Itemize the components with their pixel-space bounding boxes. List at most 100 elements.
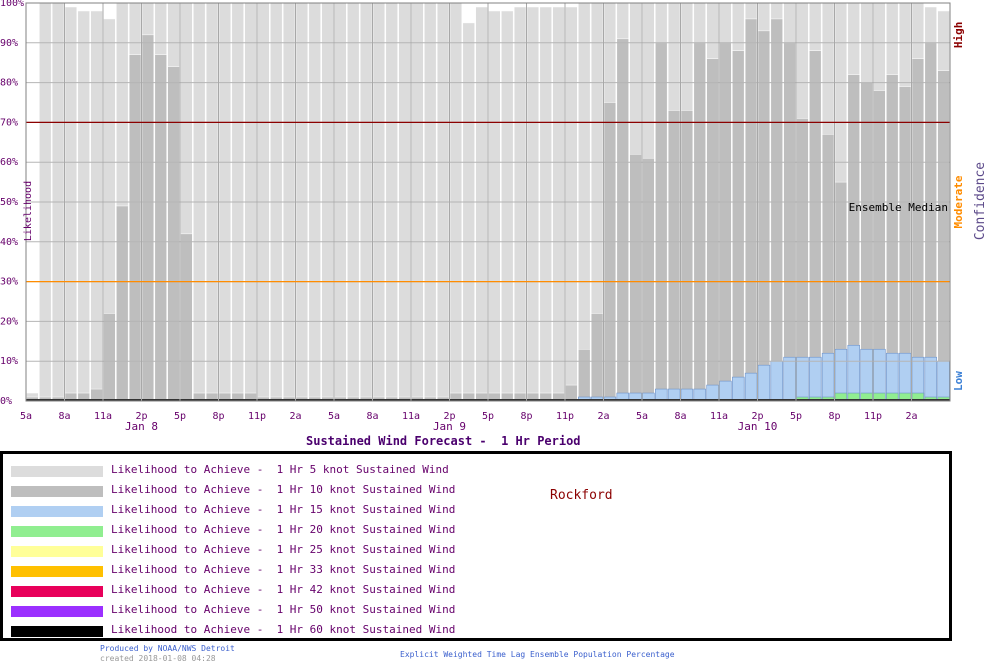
grid-layer	[25, 2, 951, 402]
bar-s0-h34	[462, 22, 475, 402]
x-tick-label: 8a	[58, 411, 70, 422]
x-tick-label: 11p	[556, 411, 574, 422]
y-tick-label: 80%	[0, 78, 18, 89]
legend-label: Likelihood to Achieve - 1 Hr 20 knot Sus…	[111, 523, 456, 536]
bar-s1-h43	[578, 349, 591, 402]
bar-s0-h35	[475, 6, 488, 402]
bar-s1-h8	[128, 54, 142, 402]
bar-s1-h49	[655, 42, 668, 402]
bar-s1-h7	[116, 205, 129, 402]
bar-s0-h4	[77, 10, 90, 402]
bar-s2-h60	[796, 356, 809, 402]
y-tick-label: 0%	[0, 396, 12, 407]
bar-s1-h55	[732, 50, 745, 402]
footer-credits: Produced by NOAA/NWS Detroit created 201…	[100, 644, 235, 664]
bar-s1-h45	[603, 102, 617, 402]
y-tick-label: 10%	[0, 356, 18, 367]
y-tick-label: 70%	[0, 117, 18, 128]
day-label: Jan 9	[433, 420, 466, 433]
axis-layer: 0% 10% 20% 30% 40% 50% 60% 70% 80% 90% 100% Likelih…	[0, 0, 988, 433]
chart-title: Sustained Wind Forecast - 1 Hr Period	[306, 434, 581, 448]
x-tick-label: 5p	[174, 411, 186, 422]
y-tick-label: 40%	[0, 237, 18, 248]
produced-by-link[interactable]: Produced by NOAA/NWS Detroit	[100, 644, 235, 653]
legend-swatch	[11, 466, 103, 477]
bar-s2-h62	[821, 352, 835, 402]
bar-s1-h46	[616, 38, 629, 402]
y-tick-label: 30%	[0, 277, 18, 288]
day-label: Jan 8	[125, 420, 158, 433]
x-tick-label: 11p	[864, 411, 882, 422]
bar-s1-h6	[103, 313, 116, 402]
bar-s0-h41	[552, 6, 565, 402]
y-axis-title: Likelihood	[23, 181, 34, 241]
x-tick-label: 5a	[20, 411, 32, 422]
bar-s1-h10	[154, 54, 167, 402]
bar-s0-h42	[565, 6, 578, 402]
x-tick-label: 2a	[597, 411, 609, 422]
legend: Likelihood to Achieve - 1 Hr 5 knot Sust…	[0, 451, 952, 641]
bar-s0-h37	[501, 10, 514, 402]
ensemble-median-annotation: Ensemble Median	[849, 201, 948, 214]
legend-label: Likelihood to Achieve - 1 Hr 60 knot Sus…	[111, 623, 456, 636]
bar-s1-h11	[167, 66, 180, 402]
x-tick-label: 8p	[828, 411, 840, 422]
legend-swatch	[11, 486, 103, 497]
bar-s1-h61	[809, 50, 822, 402]
bar-s2-h71	[937, 360, 950, 402]
bar-s1-h51	[680, 110, 694, 402]
legend-label: Likelihood to Achieve - 1 Hr 5 knot Sust…	[111, 463, 449, 476]
x-tick-label: 2p	[751, 411, 763, 422]
method-link[interactable]: Explicit Weighted Time Lag Ensemble Popu…	[400, 650, 675, 659]
bar-s2-h54	[719, 380, 732, 402]
bar-s1-h58	[770, 18, 783, 402]
legend-label: Likelihood to Achieve - 1 Hr 42 knot Sus…	[111, 583, 456, 596]
station-name: Rockford	[550, 488, 613, 503]
created-timestamp: created 2018-01-08 04:28	[100, 654, 216, 663]
bar-s1-h12	[180, 233, 193, 402]
x-tick-label: 2a	[289, 411, 301, 422]
day-label: Jan 10	[738, 420, 778, 433]
confidence-label-moderate: Moderate	[952, 175, 965, 228]
legend-swatch	[11, 566, 103, 577]
x-tick-label: 2p	[443, 411, 455, 422]
x-tick-label: 5p	[790, 411, 802, 422]
wind-likelihood-chart: 0% 10% 20% 30% 40% 50% 60% 70% 80% 90% 100% Likelih…	[0, 0, 988, 433]
legend-swatch	[11, 606, 103, 617]
y-tick-label: 90%	[0, 38, 18, 49]
bar-s2-h64	[847, 344, 860, 402]
x-tick-label: 8a	[674, 411, 686, 422]
bar-s0-h5	[90, 10, 103, 402]
confidence-label-high: High	[952, 22, 965, 49]
bar-s2-h55	[732, 376, 745, 402]
bar-s1-h57	[757, 30, 771, 402]
confidence-label-low: Low	[952, 371, 965, 391]
x-tick-label: 5a	[328, 411, 340, 422]
bar-s2-h53	[706, 384, 719, 402]
x-tick-label: 11p	[248, 411, 266, 422]
bar-s0-h38	[513, 6, 527, 402]
legend-label: Likelihood to Achieve - 1 Hr 15 knot Sus…	[111, 503, 456, 516]
y-tick-label: 50%	[0, 197, 18, 208]
bar-s0-h36	[488, 10, 501, 402]
legend-label: Likelihood to Achieve - 1 Hr 33 knot Sus…	[111, 563, 456, 576]
x-tick-label: 11a	[94, 411, 112, 422]
legend-swatch	[11, 526, 103, 537]
bar-s0-h39	[526, 6, 540, 402]
bar-s2-h57	[757, 364, 771, 402]
y-tick-label: 20%	[0, 316, 18, 327]
x-tick-label: 8a	[366, 411, 378, 422]
x-tick-label: 11a	[402, 411, 420, 422]
bar-s1-h56	[744, 18, 758, 402]
x-tick-label: 8p	[520, 411, 532, 422]
bar-s1-h53	[706, 58, 719, 402]
bar-s1-h67	[886, 74, 899, 402]
bar-s2-h58	[770, 360, 783, 402]
x-tick-label: 8p	[212, 411, 224, 422]
x-tick-label: 5a	[636, 411, 648, 422]
bar-s1-h59	[783, 42, 796, 402]
legend-swatch	[11, 626, 103, 637]
bar-s2-h70	[924, 356, 937, 402]
legend-label: Likelihood to Achieve - 1 Hr 25 knot Sus…	[111, 543, 456, 556]
bar-s1-h52	[693, 42, 706, 402]
